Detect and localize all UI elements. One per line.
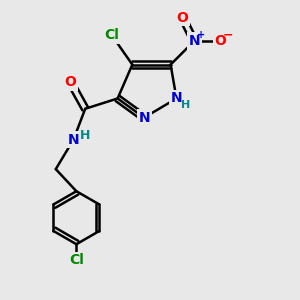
Text: −: − <box>223 28 233 41</box>
Text: N: N <box>171 92 182 106</box>
Text: H: H <box>181 100 190 110</box>
Text: N: N <box>138 111 150 124</box>
Text: N: N <box>188 34 200 48</box>
Text: O: O <box>64 75 76 89</box>
Text: N: N <box>68 133 79 147</box>
Text: O: O <box>215 34 226 48</box>
Text: Cl: Cl <box>104 28 119 42</box>
Text: O: O <box>176 11 188 25</box>
Text: H: H <box>80 129 90 142</box>
Text: +: + <box>196 30 205 40</box>
Text: Cl: Cl <box>69 254 84 267</box>
